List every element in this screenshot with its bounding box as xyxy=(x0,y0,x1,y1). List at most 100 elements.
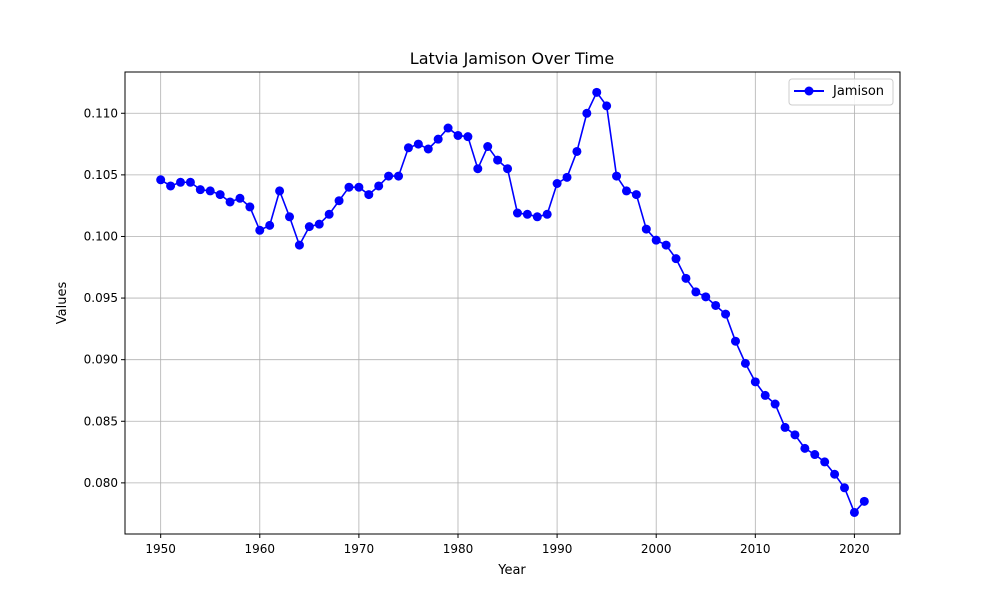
data-point xyxy=(612,171,622,181)
x-tick-label: 1990 xyxy=(542,542,573,556)
data-point xyxy=(403,143,413,153)
data-point xyxy=(790,430,800,440)
y-axis-label: Values xyxy=(55,282,70,325)
data-point xyxy=(701,292,711,302)
data-point xyxy=(374,181,384,191)
plot-frame xyxy=(124,71,901,535)
chart-title: Latvia Jamison Over Time xyxy=(410,49,614,68)
data-point xyxy=(661,240,671,250)
data-point xyxy=(681,273,691,283)
data-point xyxy=(641,224,651,234)
series-layer xyxy=(156,87,869,517)
data-point xyxy=(166,181,176,191)
data-point xyxy=(294,240,304,250)
data-point xyxy=(621,186,631,196)
data-point xyxy=(443,123,453,133)
data-point xyxy=(255,225,265,235)
x-tick-label: 1980 xyxy=(443,542,474,556)
data-point xyxy=(394,171,404,181)
data-point xyxy=(512,208,522,218)
y-tick-label: 0.085 xyxy=(84,414,118,428)
data-point xyxy=(215,190,225,200)
x-tick-label: 2000 xyxy=(641,542,672,556)
grid-lines xyxy=(125,72,900,534)
data-point xyxy=(324,209,334,219)
y-tick-label: 0.080 xyxy=(84,476,118,490)
legend-label: Jamison xyxy=(832,84,884,99)
data-point xyxy=(820,457,830,467)
data-point xyxy=(364,190,374,200)
data-point xyxy=(711,300,721,310)
data-point xyxy=(205,186,215,196)
data-point xyxy=(185,177,195,187)
data-point xyxy=(780,422,790,432)
data-point xyxy=(721,309,731,319)
data-point xyxy=(830,469,840,479)
data-point xyxy=(542,209,552,219)
data-point xyxy=(572,146,582,156)
data-point xyxy=(730,336,740,346)
data-point xyxy=(473,164,483,174)
data-point xyxy=(493,155,503,165)
data-point xyxy=(810,450,820,460)
data-point xyxy=(840,483,849,493)
data-point xyxy=(453,130,463,140)
data-point xyxy=(463,132,473,142)
data-point xyxy=(423,144,433,154)
data-point xyxy=(800,443,810,453)
data-point xyxy=(265,220,275,230)
data-point xyxy=(750,377,760,387)
data-point xyxy=(770,399,780,409)
data-point xyxy=(740,358,750,368)
data-point xyxy=(225,197,235,207)
data-point xyxy=(631,190,641,200)
legend-box xyxy=(788,78,894,106)
data-point xyxy=(433,134,443,144)
data-point xyxy=(195,185,205,195)
y-tick-label: 0.090 xyxy=(84,353,118,367)
x-tick-label: 2020 xyxy=(839,542,870,556)
data-point xyxy=(384,171,394,181)
legend: Jamison xyxy=(788,78,894,106)
data-point xyxy=(245,202,255,212)
x-tick-label: 1970 xyxy=(344,542,375,556)
data-point xyxy=(760,390,770,400)
data-point xyxy=(532,212,542,222)
legend-marker-icon xyxy=(804,86,814,96)
y-tick-label: 0.110 xyxy=(84,106,118,120)
data-point xyxy=(334,196,344,206)
data-point xyxy=(275,186,285,196)
y-tick-label: 0.100 xyxy=(84,229,118,243)
data-point xyxy=(849,507,859,517)
y-tick-label: 0.095 xyxy=(84,291,118,305)
data-point xyxy=(344,182,354,192)
data-point xyxy=(602,101,612,111)
y-axis: 0.080 0.085 0.090 0.095 0.100 0.105 0.110 xyxy=(84,106,125,490)
data-point xyxy=(285,212,295,222)
data-point xyxy=(859,496,869,506)
x-tick-label: 2010 xyxy=(740,542,771,556)
data-point xyxy=(314,219,324,229)
data-point xyxy=(235,193,245,203)
data-point xyxy=(562,172,572,182)
data-point xyxy=(552,179,562,188)
data-point xyxy=(592,87,602,97)
y-tick-label: 0.105 xyxy=(84,168,118,182)
x-axis-label: Year xyxy=(497,563,526,578)
data-point xyxy=(503,164,513,174)
data-point xyxy=(483,142,493,152)
data-point xyxy=(651,235,661,245)
data-point xyxy=(413,139,423,149)
x-tick-label: 1960 xyxy=(245,542,276,556)
data-point xyxy=(691,287,701,297)
data-point xyxy=(156,175,166,185)
data-point xyxy=(354,182,364,192)
data-point xyxy=(176,177,185,187)
x-tick-label: 1950 xyxy=(145,542,176,556)
data-point xyxy=(671,254,681,264)
x-axis: 1950 1960 1970 1980 1990 2000 2010 2020 xyxy=(145,534,870,556)
data-point xyxy=(304,222,314,232)
data-point xyxy=(582,108,592,118)
